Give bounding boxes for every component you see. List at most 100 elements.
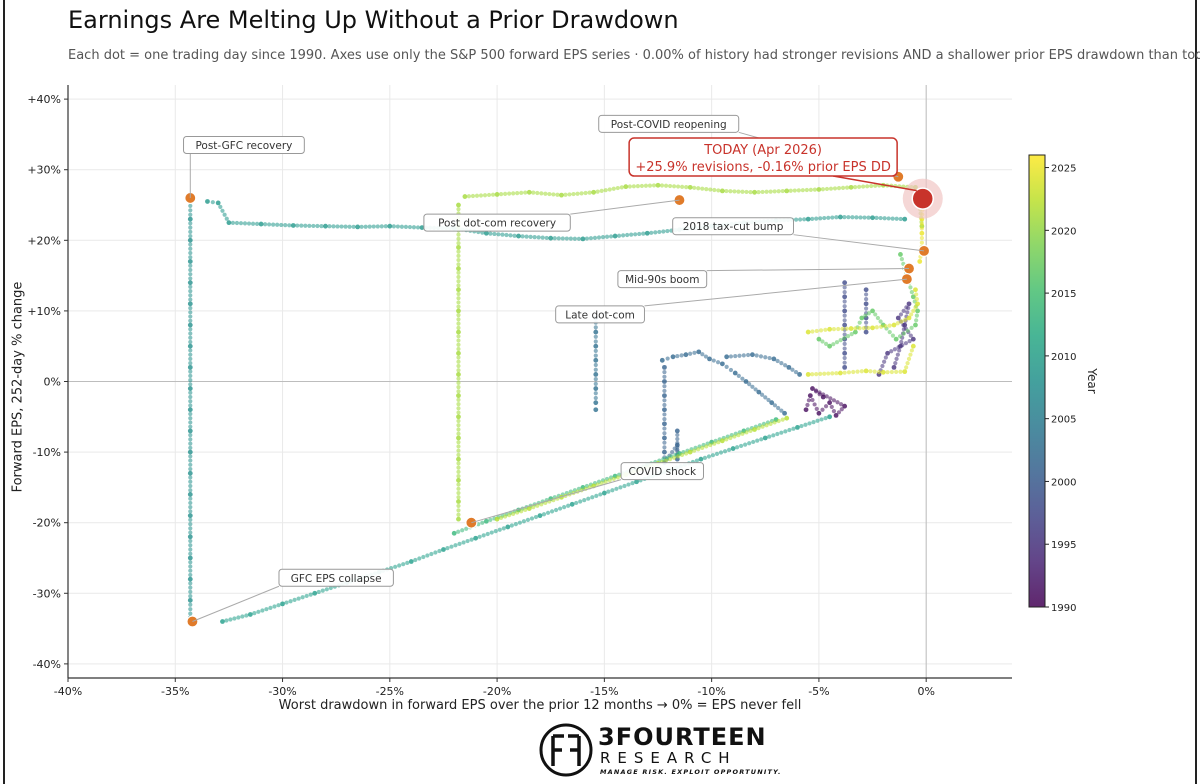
data-point	[461, 540, 466, 545]
data-point	[188, 607, 193, 612]
data-point	[593, 334, 598, 339]
data-point	[579, 191, 584, 196]
data-point	[889, 369, 894, 375]
data-point	[593, 362, 598, 368]
data-point	[857, 326, 862, 331]
data-point	[456, 444, 461, 449]
data-point	[852, 329, 858, 335]
data-point	[244, 613, 249, 618]
data-point	[763, 395, 768, 400]
data-point	[875, 315, 881, 321]
y-axis-label: Forward EPS, 252-day % change	[10, 281, 26, 493]
data-point	[644, 230, 650, 236]
data-point	[456, 410, 461, 415]
data-point	[606, 489, 611, 494]
data-point	[793, 369, 799, 375]
data-point	[671, 455, 677, 460]
y-tick-label: -20%	[33, 517, 61, 530]
data-point	[863, 287, 869, 293]
data-point	[790, 367, 795, 372]
data-point	[702, 455, 708, 460]
data-point	[876, 369, 882, 375]
annotation-label: Post dot-com recovery	[438, 218, 556, 230]
data-point	[593, 381, 598, 386]
data-point	[768, 421, 773, 426]
data-point	[810, 329, 815, 334]
data-point	[837, 214, 843, 220]
data-point	[816, 187, 822, 192]
data-point	[837, 370, 843, 376]
data-point	[662, 417, 667, 422]
data-point	[598, 492, 603, 497]
data-point	[902, 369, 908, 375]
data-point	[226, 220, 232, 226]
data-point	[188, 488, 193, 493]
data-point	[316, 589, 321, 595]
data-point	[808, 187, 813, 192]
data-point	[630, 481, 635, 486]
data-point	[246, 221, 252, 226]
data-point	[692, 350, 697, 355]
y-tick-label: +30%	[27, 164, 61, 177]
data-point	[549, 509, 555, 514]
annotation-label: Post-GFC recovery	[195, 140, 292, 152]
data-point	[232, 616, 237, 621]
data-point	[188, 242, 193, 247]
data-point	[188, 276, 193, 281]
data-point	[473, 535, 479, 541]
data-point	[622, 483, 627, 489]
data-point	[864, 297, 869, 302]
data-point	[631, 184, 636, 189]
data-point	[683, 352, 689, 358]
data-point	[747, 382, 752, 387]
data-point	[188, 496, 193, 501]
data-point	[849, 332, 854, 337]
data-point	[779, 361, 784, 366]
data-point	[593, 343, 599, 349]
data-point	[456, 253, 461, 258]
data-point	[842, 285, 847, 290]
data-point	[894, 356, 899, 362]
data-point	[659, 357, 665, 363]
data-point	[187, 301, 193, 307]
data-point	[791, 426, 796, 431]
data-point	[667, 183, 673, 189]
x-tick-label: -35%	[161, 685, 189, 698]
data-point	[805, 372, 811, 377]
data-point	[662, 421, 667, 427]
data-point	[618, 485, 623, 490]
data-point	[874, 215, 879, 220]
data-point	[827, 400, 833, 406]
data-point	[724, 364, 729, 370]
data-point	[914, 318, 919, 323]
data-point	[456, 414, 461, 420]
data-point	[612, 233, 618, 239]
data-point	[614, 486, 619, 491]
data-point	[895, 321, 900, 326]
data-point	[188, 445, 193, 450]
data-point	[547, 191, 552, 197]
data-point	[891, 364, 897, 370]
data-point	[662, 449, 667, 455]
data-point	[736, 189, 741, 194]
data-point	[188, 263, 193, 268]
data-point	[319, 224, 324, 229]
logo-tagline: MANAGE RISK. EXPLOIT OPPORTUNITY.	[600, 768, 782, 776]
data-point	[483, 230, 489, 236]
data-point	[728, 367, 734, 373]
data-point	[810, 372, 815, 377]
data-point	[363, 224, 368, 229]
data-point	[470, 193, 476, 199]
data-point	[822, 215, 827, 221]
annotation-box	[598, 114, 740, 133]
data-point	[525, 517, 531, 522]
chart-subtitle: Each dot = one trading day since 1990. A…	[68, 48, 1200, 63]
data-point	[222, 212, 227, 217]
data-point	[661, 229, 666, 234]
data-point	[708, 442, 713, 448]
data-point	[919, 235, 924, 241]
data-point	[740, 189, 745, 194]
data-point	[456, 321, 461, 326]
data-point	[524, 234, 529, 239]
data-point	[831, 398, 837, 403]
